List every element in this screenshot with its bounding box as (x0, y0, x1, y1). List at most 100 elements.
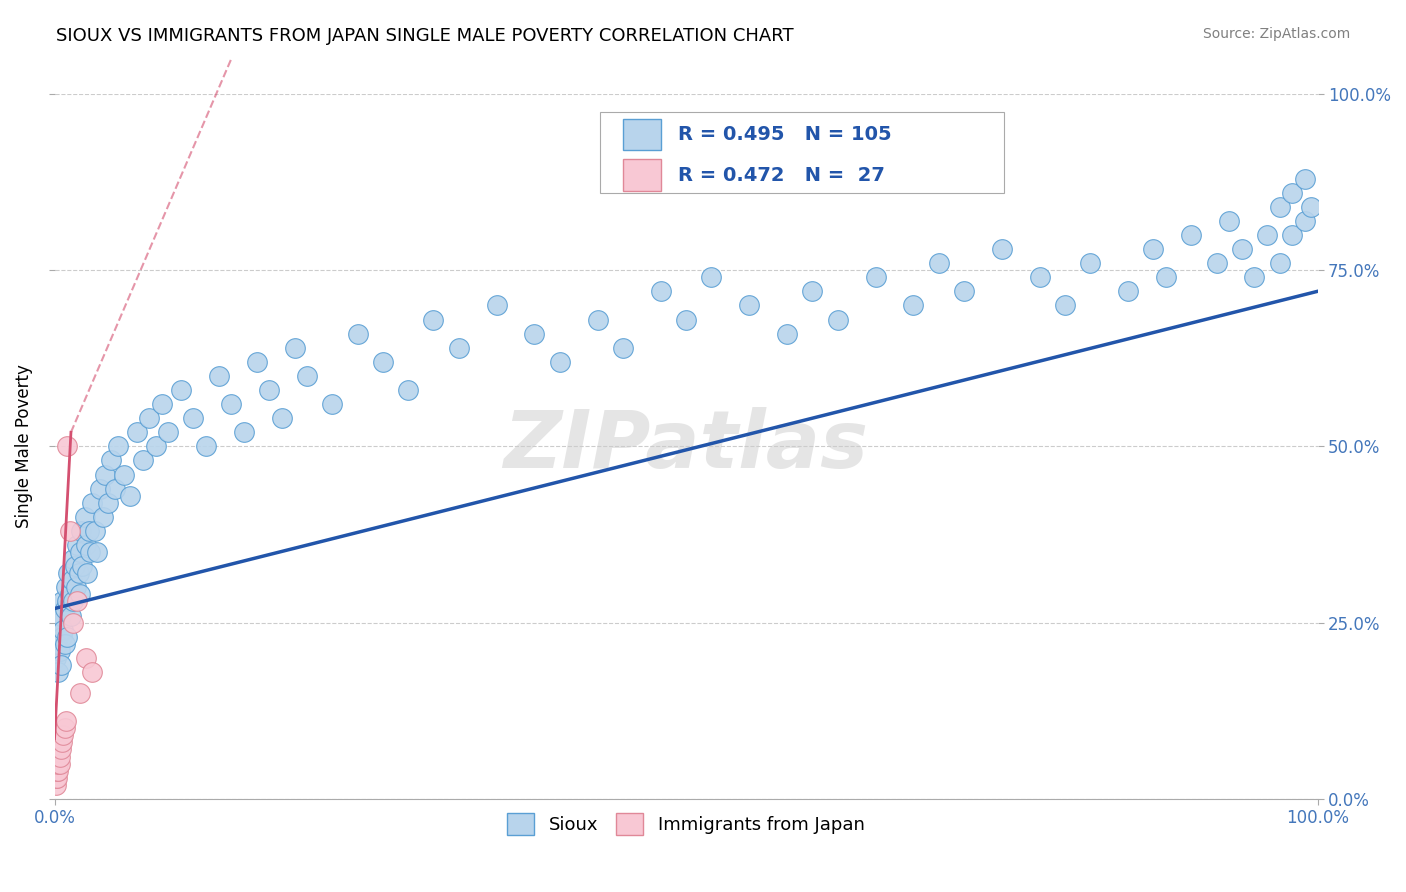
Point (1256, 227, 1278, 242)
Point (700, 270, 723, 285)
Point (58, 566, 80, 581)
Text: ZIPatlas: ZIPatlas (503, 408, 869, 485)
Point (62, 552, 84, 566)
Point (548, 355, 571, 369)
Point (46, 665, 69, 679)
Point (70, 524, 93, 538)
Point (1294, 171, 1316, 186)
Point (221, 397, 243, 411)
Bar (623, 119, 661, 150)
Point (48, 756, 70, 771)
Point (1294, 214, 1316, 228)
Point (150, 397, 173, 411)
Point (1268, 256, 1291, 270)
Point (55, 580, 77, 594)
Point (46, 615, 69, 630)
Point (801, 285, 824, 299)
Point (55, 714, 77, 729)
Point (46, 764, 69, 778)
Point (612, 341, 634, 355)
Point (46, 749, 69, 764)
Point (46, 771, 69, 785)
Point (59, 587, 82, 601)
Point (45, 764, 67, 778)
Point (69, 686, 91, 700)
Point (157, 425, 180, 440)
Point (82, 496, 104, 510)
Point (270, 411, 292, 425)
Point (45, 778, 67, 792)
Point (1281, 186, 1303, 200)
Point (1154, 270, 1177, 285)
Point (67, 566, 90, 581)
Point (208, 368, 231, 383)
Point (49, 657, 72, 672)
Point (257, 383, 280, 397)
Point (48, 644, 70, 658)
Point (75, 651, 97, 665)
Point (51, 630, 73, 644)
Point (82, 665, 104, 679)
Bar (623, 160, 661, 191)
Point (59, 524, 82, 538)
Point (1078, 256, 1101, 270)
Point (195, 439, 218, 453)
Point (120, 489, 142, 503)
Point (45, 651, 67, 665)
Point (62, 615, 84, 630)
Point (52, 623, 75, 637)
Point (94, 467, 117, 482)
Point (586, 312, 609, 326)
Point (45, 742, 67, 756)
Point (46, 637, 69, 651)
Point (1230, 242, 1253, 256)
FancyBboxPatch shape (600, 112, 1004, 193)
Point (45, 756, 67, 771)
Point (170, 383, 193, 397)
Point (86, 545, 108, 559)
Text: Source: ZipAtlas.com: Source: ZipAtlas.com (1202, 27, 1350, 41)
Point (46, 756, 69, 771)
Point (53, 601, 76, 615)
Point (51, 594, 73, 608)
Point (650, 285, 672, 299)
Point (45, 749, 67, 764)
Point (1243, 270, 1265, 285)
Point (1116, 285, 1139, 299)
Point (485, 298, 508, 312)
Text: R = 0.472   N =  27: R = 0.472 N = 27 (679, 166, 886, 185)
Point (75, 538, 97, 552)
Point (132, 453, 155, 467)
Point (53, 637, 76, 651)
Text: R = 0.495   N = 105: R = 0.495 N = 105 (679, 125, 891, 144)
Point (183, 411, 205, 425)
Point (1301, 200, 1323, 214)
Point (865, 270, 887, 285)
Point (46, 756, 69, 771)
Point (77, 524, 100, 538)
Point (49, 742, 72, 756)
Legend: Sioux, Immigrants from Japan: Sioux, Immigrants from Japan (501, 806, 872, 843)
Point (1205, 256, 1227, 270)
Point (675, 312, 697, 326)
Point (145, 439, 167, 453)
Point (903, 298, 925, 312)
Point (1180, 227, 1202, 242)
Point (52, 728, 75, 742)
Point (104, 482, 127, 496)
Point (46, 742, 69, 756)
Point (89, 482, 111, 496)
Point (84, 524, 107, 538)
Point (73, 509, 96, 524)
Point (65, 580, 87, 594)
Point (63, 559, 86, 574)
Point (396, 383, 419, 397)
Point (125, 425, 148, 440)
Point (56, 439, 79, 453)
Point (776, 326, 799, 341)
Point (991, 242, 1014, 256)
Point (928, 256, 950, 270)
Point (53, 722, 76, 736)
Point (107, 439, 129, 453)
Point (738, 298, 761, 312)
